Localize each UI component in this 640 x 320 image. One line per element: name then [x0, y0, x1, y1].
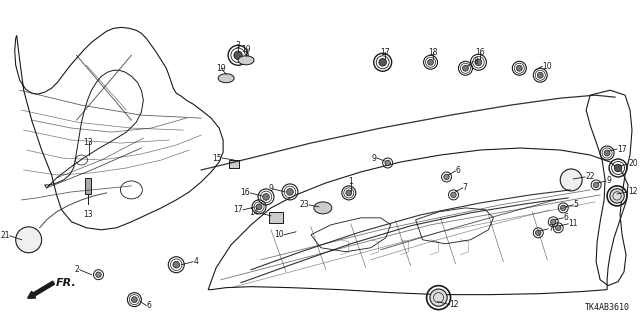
- FancyArrow shape: [28, 281, 54, 298]
- Circle shape: [604, 150, 610, 156]
- Circle shape: [536, 230, 541, 236]
- Text: TK4AB3610: TK4AB3610: [585, 303, 630, 312]
- Text: 9: 9: [372, 154, 377, 163]
- Text: 17: 17: [234, 205, 243, 214]
- Circle shape: [256, 204, 262, 210]
- Text: 17: 17: [617, 145, 627, 154]
- Text: 6: 6: [147, 301, 151, 310]
- Text: 7: 7: [548, 224, 553, 233]
- Circle shape: [593, 182, 599, 188]
- Text: 19: 19: [241, 45, 251, 54]
- Circle shape: [131, 297, 138, 302]
- Circle shape: [550, 219, 556, 225]
- Circle shape: [428, 59, 433, 65]
- Circle shape: [516, 65, 522, 71]
- Text: 6: 6: [456, 166, 460, 175]
- Circle shape: [444, 174, 449, 180]
- Text: 18: 18: [428, 48, 437, 57]
- Text: 6: 6: [563, 213, 568, 222]
- Text: 17: 17: [380, 48, 390, 57]
- Circle shape: [614, 164, 622, 172]
- Circle shape: [385, 160, 390, 166]
- Circle shape: [610, 189, 624, 203]
- Bar: [229, 160, 239, 168]
- Circle shape: [234, 51, 243, 60]
- Text: 23: 23: [300, 200, 309, 209]
- Text: 4: 4: [193, 257, 198, 266]
- Text: 9: 9: [268, 184, 273, 193]
- Text: 16: 16: [241, 188, 250, 197]
- Circle shape: [16, 227, 42, 253]
- Text: 16: 16: [476, 48, 485, 57]
- Text: FR.: FR.: [56, 278, 76, 288]
- Circle shape: [560, 169, 582, 191]
- Circle shape: [287, 188, 293, 195]
- Circle shape: [173, 261, 180, 268]
- Bar: [269, 212, 283, 223]
- Text: 8: 8: [474, 57, 478, 66]
- Text: 1: 1: [348, 178, 353, 187]
- Circle shape: [346, 190, 352, 196]
- Text: 3: 3: [236, 41, 241, 50]
- Circle shape: [379, 59, 387, 66]
- Text: 21: 21: [0, 231, 10, 240]
- Text: 12: 12: [628, 188, 637, 196]
- Circle shape: [556, 225, 561, 230]
- Circle shape: [262, 194, 269, 200]
- Text: 13: 13: [84, 210, 93, 219]
- Text: 13: 13: [84, 138, 93, 147]
- Circle shape: [538, 72, 543, 78]
- Text: 11: 11: [568, 219, 578, 228]
- Ellipse shape: [238, 56, 254, 65]
- Text: 20: 20: [628, 159, 637, 169]
- Text: 15: 15: [212, 154, 222, 163]
- Circle shape: [430, 289, 447, 306]
- Circle shape: [451, 192, 456, 198]
- Text: 22: 22: [585, 172, 595, 181]
- Ellipse shape: [314, 202, 332, 214]
- Text: 5: 5: [573, 200, 578, 209]
- Circle shape: [475, 59, 482, 66]
- Text: 14: 14: [250, 208, 259, 217]
- Bar: [84, 178, 92, 194]
- Text: 2: 2: [75, 265, 79, 274]
- Text: 10: 10: [275, 230, 284, 239]
- Text: 12: 12: [449, 300, 459, 309]
- Text: 10: 10: [542, 62, 552, 71]
- Text: 7: 7: [463, 183, 467, 192]
- Text: 9: 9: [606, 176, 611, 186]
- Ellipse shape: [218, 74, 234, 83]
- Circle shape: [561, 205, 566, 211]
- Text: 19: 19: [216, 64, 226, 73]
- Circle shape: [463, 65, 468, 71]
- Circle shape: [96, 272, 101, 277]
